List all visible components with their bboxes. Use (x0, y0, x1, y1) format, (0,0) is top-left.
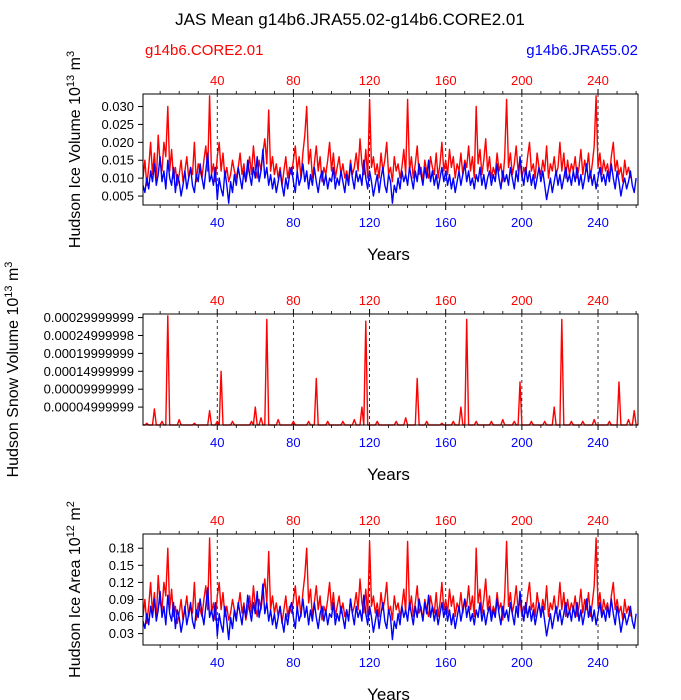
y-tick-label: 0.030 (101, 99, 134, 114)
y-tick-label: 0.010 (101, 171, 134, 186)
y-tick-label: 0.00019999999 (44, 346, 134, 361)
panel-2: 40 80 120 160 200 240 40 80 120 160 200 240 0.000049… (3, 262, 639, 484)
series-line-core (143, 315, 638, 426)
x-top-tick-label: 240 (587, 73, 609, 88)
y-tick-label: 0.00009999999 (44, 382, 134, 397)
x-top-tick-label: 120 (359, 73, 381, 88)
series-line-jra (142, 148, 637, 204)
x-top-tick-label: 120 (359, 293, 381, 308)
panel-1: 40 80 120 160 200 240 40 80 120 160 200 240 0.005 0.0… (65, 51, 639, 264)
y-tick-label: 0.00024999998 (44, 328, 134, 343)
plot-frame (142, 313, 639, 426)
y-tick-label: 0.015 (101, 153, 134, 168)
y-axis-label: Hudson Snow Volume 1013 m3 (3, 262, 22, 478)
x-bottom-tick-label: 240 (587, 215, 609, 230)
x-top-tick-label: 160 (435, 513, 457, 528)
x-bottom-tick-label: 40 (210, 655, 224, 670)
plot-frame (142, 533, 639, 646)
x-bottom-tick-label: 160 (435, 435, 457, 450)
y-tick-label: 0.005 (101, 189, 134, 204)
x-top-tick-label: 120 (359, 513, 381, 528)
x-top-tick-label: 200 (511, 73, 533, 88)
chart-panels: 40 80 120 160 200 240 40 80 120 160 200 240 0.005 0.0… (3, 51, 639, 700)
x-bottom-tick-label: 200 (511, 655, 533, 670)
x-top-tick-label: 80 (286, 73, 300, 88)
series-line-core (142, 95, 632, 186)
y-tick-label: 0.12 (109, 575, 134, 590)
x-bottom-tick-label: 200 (511, 215, 533, 230)
x-top-tick-label: 40 (210, 293, 224, 308)
x-bottom-tick-label: 120 (359, 215, 381, 230)
x-bottom-tick-label: 40 (210, 435, 224, 450)
x-bottom-tick-label: 240 (587, 655, 609, 670)
chart-title: JAS Mean g14b6.JRA55.02-g14b6.CORE2.01 (175, 10, 525, 29)
x-bottom-tick-label: 80 (286, 435, 300, 450)
x-axis-label: Years (367, 685, 410, 700)
x-bottom-tick-label: 160 (435, 655, 457, 670)
panel-3: 40 80 120 160 200 240 40 80 120 160 200 240 0.03 0.06… (65, 501, 639, 700)
legend-core-label: g14b6.CORE2.01 (145, 42, 263, 59)
x-bottom-tick-label: 200 (511, 435, 533, 450)
x-top-tick-label: 40 (210, 73, 224, 88)
y-tick-label: 0.18 (109, 541, 134, 556)
y-tick-label: 0.00014999999 (44, 364, 134, 379)
x-top-tick-label: 200 (511, 293, 533, 308)
y-tick-label: 0.06 (109, 609, 134, 624)
x-top-tick-label: 160 (435, 293, 457, 308)
x-top-tick-label: 200 (511, 513, 533, 528)
y-axis-label: Hudson Ice Volume 1013 m3 (65, 51, 84, 248)
y-tick-label: 0.00004999999 (44, 400, 134, 415)
x-axis-label: Years (367, 465, 410, 484)
series-line-jra (142, 583, 637, 641)
y-tick-label: 0.03 (109, 626, 134, 641)
x-bottom-tick-label: 40 (210, 215, 224, 230)
x-bottom-tick-label: 160 (435, 215, 457, 230)
x-top-tick-label: 40 (210, 513, 224, 528)
x-top-tick-label: 80 (286, 513, 300, 528)
x-bottom-tick-label: 80 (286, 215, 300, 230)
legend-jra-label: g14b6.JRA55.02 (526, 42, 638, 59)
y-tick-label: 0.09 (109, 592, 134, 607)
y-tick-label: 0.020 (101, 135, 134, 150)
x-bottom-tick-label: 120 (359, 655, 381, 670)
plot-frame (142, 93, 639, 206)
x-top-tick-label: 160 (435, 73, 457, 88)
x-bottom-tick-label: 80 (286, 655, 300, 670)
y-tick-label: 0.15 (109, 558, 134, 573)
x-axis-label: Years (367, 245, 410, 264)
x-bottom-tick-label: 120 (359, 435, 381, 450)
x-bottom-tick-label: 240 (587, 435, 609, 450)
y-axis-label: Hudson Ice Area 1012 m2 (65, 501, 84, 678)
x-top-tick-label: 80 (286, 293, 300, 308)
y-tick-label: 0.00029999999 (44, 310, 134, 325)
x-top-tick-label: 240 (587, 293, 609, 308)
y-tick-label: 0.025 (101, 117, 134, 132)
x-top-tick-label: 240 (587, 513, 609, 528)
